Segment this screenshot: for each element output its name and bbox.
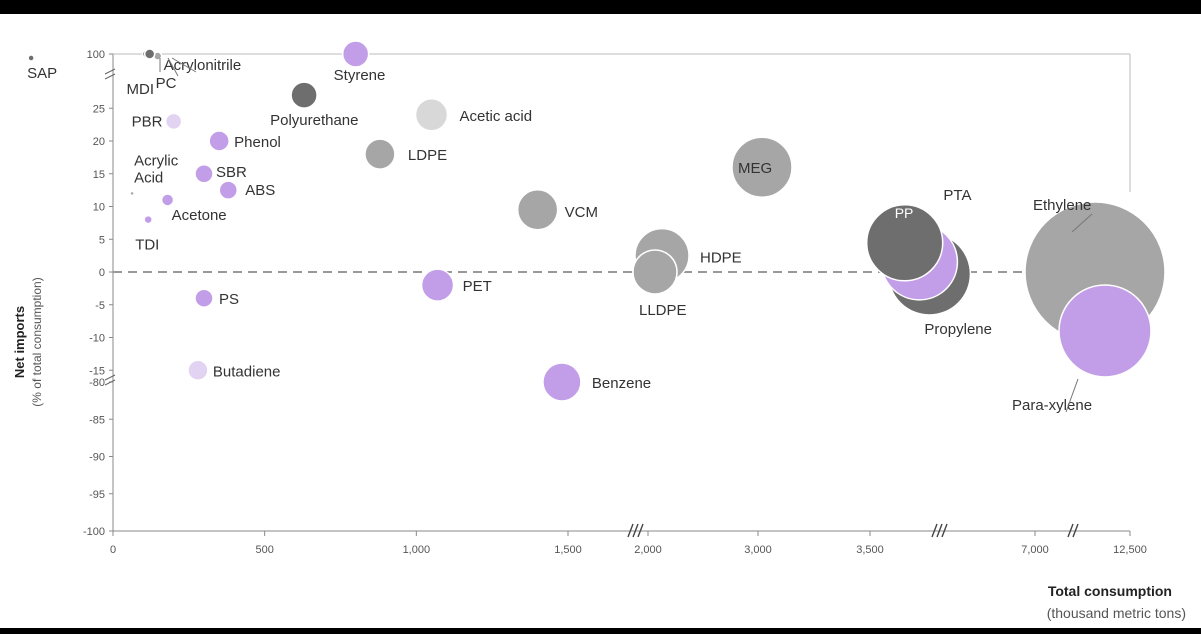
point-label-vcm: VCM <box>565 204 598 221</box>
point-label-pp: PP <box>895 205 914 221</box>
bubble-pet <box>420 268 455 302</box>
y-tick-label: 20 <box>93 136 105 148</box>
bubble-pp <box>865 204 944 282</box>
point-label-hdpe: HDPE <box>700 250 742 267</box>
point-labels: SAPMDIPCAcrylonitrileStyreneMethanolPVCP… <box>27 57 1093 414</box>
bubble-butadiene <box>187 359 209 381</box>
point-label-butadiene: Butadiene <box>213 363 281 380</box>
x-tick-label: 12,500 <box>1113 544 1147 556</box>
x-axis-title: Total consumption <box>1048 583 1172 599</box>
point-label-sbr: SBR <box>216 164 247 181</box>
bubble-acrylonitrile <box>143 48 156 60</box>
y-tick-label: 15 <box>93 169 105 181</box>
point-label-acrylic-acid-1: Acid <box>134 169 163 186</box>
leader-line <box>167 57 179 77</box>
x-tick-label: 2,000 <box>634 544 662 556</box>
y-tick-label: -100 <box>83 526 105 538</box>
x-axis-break <box>1067 523 1079 538</box>
leader-line <box>1065 378 1079 413</box>
bubble-acetone <box>160 193 175 207</box>
bubble-abs <box>218 180 239 200</box>
point-label-phenol: Phenol <box>234 134 281 151</box>
bubble-styrene <box>341 40 370 68</box>
bubble-vcm <box>516 189 559 231</box>
point-label-acetic-acid: Acetic acid <box>460 108 533 125</box>
bubbles <box>27 40 1166 402</box>
y-tick-label: -95 <box>89 489 105 501</box>
point-label-pc: PC <box>156 75 177 92</box>
y-tick-label: -90 <box>89 452 105 464</box>
bubble-ps <box>194 288 214 308</box>
bubble-acetic-acid <box>414 98 449 132</box>
y-tick-label: -85 <box>89 414 105 426</box>
point-label-lldpe: LLDPE <box>639 302 687 319</box>
y-axis-title: Net imports <box>12 306 27 378</box>
y-tick-label: 10 <box>93 202 105 214</box>
point-label-benzene: Benzene <box>592 375 651 392</box>
bubble-para-xylene <box>1058 284 1152 378</box>
point-label-para-xylene: Para-xylene <box>1012 397 1092 414</box>
bubble-polyurethane <box>290 81 318 109</box>
point-label-meg: MEG <box>738 160 772 177</box>
point-label-acrylonitrile: Acrylonitrile <box>164 57 242 74</box>
leader-line <box>171 57 197 73</box>
y-tick-label: 25 <box>93 103 105 115</box>
y-tick-label: -15 <box>89 365 105 377</box>
point-label-mdi: MDI <box>127 81 155 98</box>
bubble-ldpe <box>364 138 396 170</box>
y-tick-label: 5 <box>99 234 105 246</box>
point-label-propylene: Propylene <box>924 321 992 338</box>
x-tick-label: 0 <box>110 544 116 556</box>
point-label-acrylic-acid-0: Acrylic <box>134 152 179 169</box>
bubble-tdi <box>143 214 153 225</box>
x-tick-label: 3,000 <box>744 544 772 556</box>
bubble-phenol <box>208 130 230 152</box>
y-axis-units: (% of total consumption) <box>30 277 44 406</box>
y-tick-label: -5 <box>95 300 105 312</box>
x-tick-label: 3,500 <box>856 544 884 556</box>
point-label-ldpe: LDPE <box>408 147 447 164</box>
bubble-sap <box>27 54 35 62</box>
leader-line <box>1071 213 1093 233</box>
point-label-styrene: Styrene <box>334 67 386 84</box>
bubble-sbr <box>194 164 214 184</box>
point-label-acetone: Acetone <box>172 207 227 224</box>
y-tick-label: 100 <box>87 49 105 61</box>
bubble-lldpe <box>632 249 678 295</box>
point-label-ps: PS <box>219 291 239 308</box>
bubble-benzene <box>542 362 582 402</box>
point-label-tdi: TDI <box>135 237 159 254</box>
y-tick-label: 0 <box>99 267 105 279</box>
x-tick-label: 500 <box>255 544 273 556</box>
point-label-abs: ABS <box>245 182 275 199</box>
point-label-polyurethane: Polyurethane <box>270 112 358 129</box>
point-label-ethylene: Ethylene <box>1033 197 1091 214</box>
point-label-pta: PTA <box>943 187 971 204</box>
axes: 100 25 20 15 10 5 0 -5 -10 -15-80 -85 -90 -95 -100 0 50… <box>83 49 1147 556</box>
bubble-chart: 100 25 20 15 10 5 0 -5 -10 -15-80 -85 -90 -95 -100 0 50… <box>12 40 1186 621</box>
point-label-sap: SAP <box>27 65 57 82</box>
point-label-pet: PET <box>463 278 492 295</box>
y-axis-break <box>104 68 116 80</box>
x-axis-break <box>627 523 644 538</box>
x-tick-label: 1,500 <box>554 544 582 556</box>
x-axis-break <box>931 523 948 538</box>
x-axis-units: (thousand metric tons) <box>1047 605 1186 621</box>
y-axis-break <box>104 374 116 386</box>
y-tick-label: -10 <box>89 333 105 345</box>
bubble-acrylic-acid <box>129 190 135 197</box>
y-tick-label: -80 <box>89 377 105 389</box>
x-tick-label: 7,000 <box>1021 544 1049 556</box>
bubble-pbr <box>164 112 183 131</box>
x-tick-label: 1,000 <box>403 544 431 556</box>
bubble-meg <box>731 136 793 198</box>
point-label-pbr: PBR <box>132 113 163 130</box>
